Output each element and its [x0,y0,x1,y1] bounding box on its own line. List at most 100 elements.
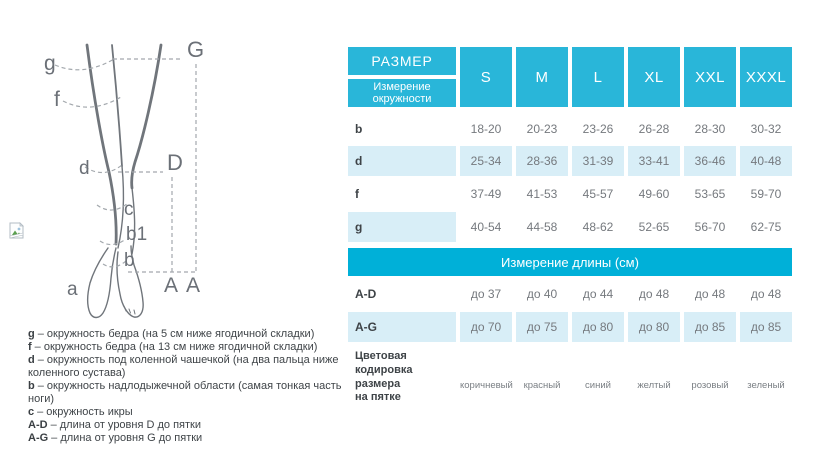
table-cell: до 80 [572,312,624,342]
table-cell: до 48 [750,287,782,301]
row-label: f [355,187,359,201]
legend-item: b – окружность надлодыжечной области (сам… [28,380,342,406]
table-cell: 18-20 [470,121,502,136]
legend-key: d [28,353,35,366]
diagram-label-g: g [44,52,56,75]
size-column-s: S [460,47,512,107]
size-table: РАЗМЕР Измерение окружности S M L XL XXL… [348,47,792,405]
table-cell: 28-30 [694,121,726,136]
measurement-dashed-lines [54,58,197,273]
table-cell: до 40 [526,287,558,301]
broken-image-icon [9,222,24,239]
header-label-column: РАЗМЕР Измерение окружности [348,47,456,107]
table-cell: до 75 [516,312,568,342]
diagram-label-A-right: A [186,274,200,297]
legend-text: – окружность бедра (на 13 см ниже ягодич… [34,340,318,353]
legend-key: A-G [28,431,49,444]
length-section-header: Измерение длины (см) [348,248,792,276]
measurement-legend: g – окружность бедра (на 5 см ниже ягодич… [28,328,342,445]
table-cell: 44-58 [526,220,558,234]
table-cell: до 85 [684,312,736,342]
leg-outline [85,43,163,319]
table-cell: до 44 [582,287,614,301]
size-column-xl: XL [628,47,680,107]
legend-text: – окружность надлодыжечной области (сама… [28,379,342,405]
table-cell: до 85 [740,312,792,342]
table-cell: 52-65 [638,220,670,234]
table-cell: до 37 [470,287,502,301]
table-cell: 23-26 [582,121,614,136]
legend-item: A-D – длина от уровня D до пятки [28,419,342,432]
row-label: A-G [348,312,456,342]
table-cell: 36-46 [684,146,736,176]
size-column-m: M [516,47,568,107]
table-cell: 41-53 [526,187,558,201]
table-row-g: g 40-54 44-58 48-62 52-65 56-70 62-75 [348,212,792,242]
table-row-b: b 18-20 20-23 23-26 26-28 28-30 30-32 [348,111,792,146]
table-cell: 45-57 [582,187,614,201]
table-cell: 56-70 [694,220,726,234]
legend-text: – длина от уровня D до пятки [50,418,201,431]
heel-color-value: красный [523,379,561,391]
table-cell: 40-48 [740,146,792,176]
size-column-xxxl: XXXL [740,47,792,107]
circumference-header: Измерение окружности [348,79,456,107]
table-cell: 20-23 [526,121,558,136]
row-label: d [348,146,456,176]
diagram-label-b: b [124,250,135,271]
legend-text: – длина от уровня G до пятки [51,431,203,444]
table-cell: 49-60 [638,187,670,201]
table-cell: 25-34 [460,146,512,176]
diagram-label-c: c [124,199,134,220]
row-label: A-D [355,287,377,301]
table-cell: 30-32 [750,121,782,136]
table-cell: 40-54 [470,220,502,234]
table-row-f: f 37-49 41-53 45-57 49-60 53-65 59-70 [348,176,792,212]
legend-key: f [28,340,32,353]
legend-item: f – окружность бедра (на 13 см ниже ягоди… [28,341,342,354]
diagram-label-A-left: A [164,274,178,297]
table-cell: 31-39 [572,146,624,176]
table-header-row: РАЗМЕР Измерение окружности S M L XL XXL… [348,47,792,107]
table-row-a-g: A-G до 70 до 75 до 80 до 80 до 85 до 85 [348,312,792,342]
table-cell: 37-49 [470,187,502,201]
size-column-l: L [572,47,624,107]
heel-color-value: розовый [691,379,729,391]
table-cell: до 70 [460,312,512,342]
table-cell: 59-70 [750,187,782,201]
legend-text: – окружность бедра (на 5 см ниже ягодичн… [37,328,315,340]
table-row-d: d 25-34 28-36 31-39 33-41 36-46 40-48 [348,146,792,176]
diagram-label-b1: b1 [126,224,147,245]
heel-color-value: синий [585,379,611,391]
diagram-label-d: d [79,158,90,179]
diagram-label-f: f [54,88,60,111]
leg-diagram: g f d c b1 b a G D A A [44,37,204,319]
heel-color-value: коричневый [460,379,513,391]
legend-item: A-G – длина от уровня G до пятки [28,432,342,445]
table-cell: до 80 [628,312,680,342]
legend-key: b [28,379,35,392]
legend-item: d – окружность под коленной чашечкой (на … [28,354,342,380]
heel-color-value: зеленый [747,379,785,391]
heel-color-value: желтый [637,379,671,391]
diagram-label-D: D [167,150,183,175]
table-cell: до 48 [694,287,726,301]
row-label: g [348,212,456,242]
diagram-label-a: a [67,279,78,300]
size-header: РАЗМЕР [348,47,456,75]
legend-key: A-D [28,418,48,431]
table-row-heel-color: Цветовая кодировка размера на пятке кори… [348,347,792,405]
table-cell: 48-62 [582,220,614,234]
legend-text: – окружность под коленной чашечкой (на д… [28,353,339,379]
table-cell: до 48 [638,287,670,301]
table-cell: 26-28 [638,121,670,136]
legend-key: c [28,405,35,418]
table-row-a-d: A-D до 37 до 40 до 44 до 48 до 48 до 48 [348,276,792,312]
table-cell: 33-41 [628,146,680,176]
table-cell: 62-75 [750,220,782,234]
heel-color-label: Цветовая кодировка размера на пятке [355,350,413,404]
legend-key: g [28,328,35,340]
table-cell: 53-65 [694,187,726,201]
legend-text: – окружность икры [37,405,133,418]
